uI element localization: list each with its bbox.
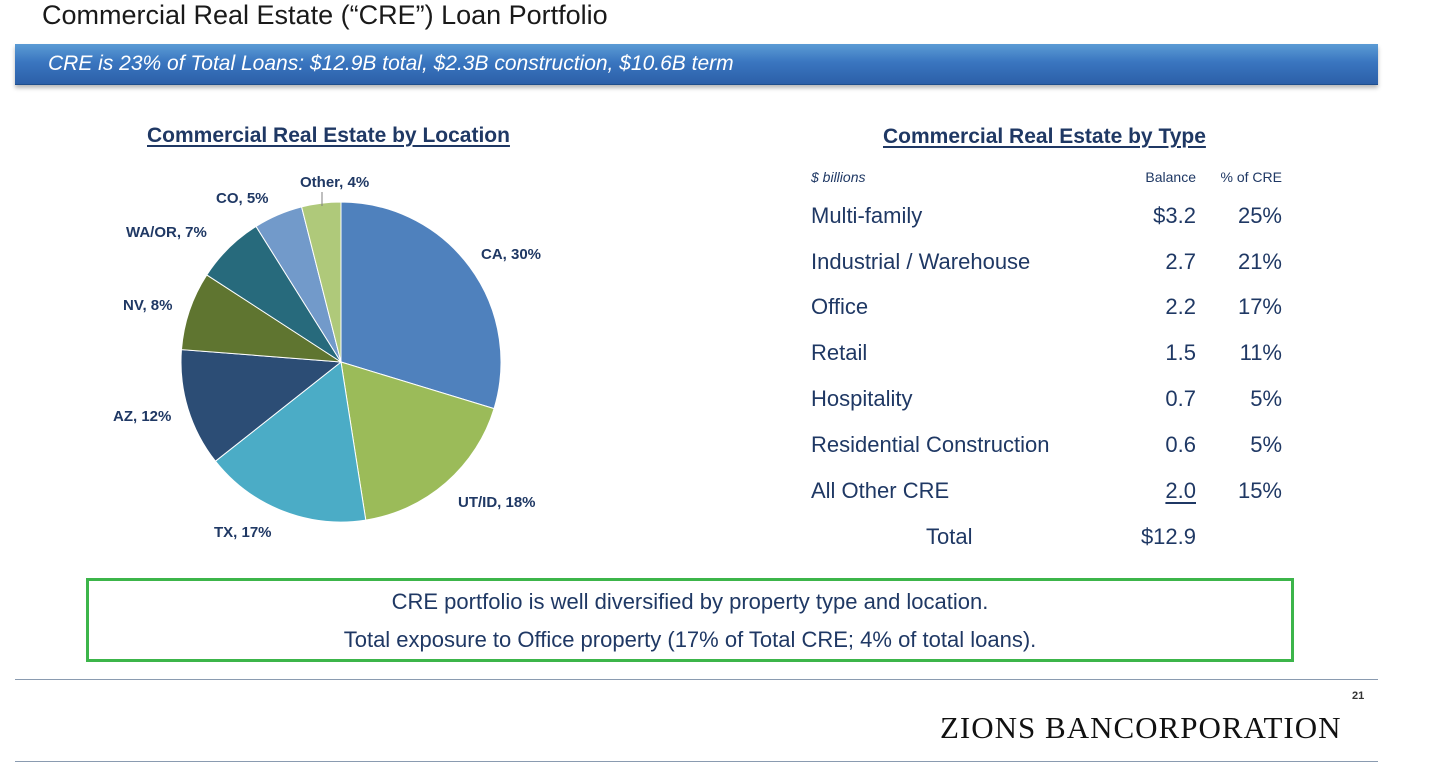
page-title: Commercial Real Estate (“CRE”) Loan Port… <box>42 0 608 30</box>
row-percent: 17% <box>1237 294 1282 319</box>
row-percent: 11% <box>1239 340 1282 365</box>
pie-slice-az <box>180 349 343 462</box>
callout-line-1: CRE portfolio is well diversified by pro… <box>391 589 989 614</box>
pie-slice-other <box>300 201 342 363</box>
callout-box: CRE portfolio is well diversified by pro… <box>86 578 1294 662</box>
column-header-balance: Balance <box>1145 169 1196 185</box>
row-percent: 5% <box>1250 432 1282 457</box>
table-title: Commercial Real Estate by Type <box>883 125 1206 148</box>
pie-chart-title: Commercial Real Estate by Location <box>147 124 510 147</box>
table-row: Office 2.2 17% <box>0 294 1440 324</box>
pie-label-other: Other, 4% <box>300 174 369 191</box>
table-row: Retail 1.5 11% <box>0 340 1440 370</box>
row-balance: 2.2 <box>1165 294 1196 319</box>
location-pie-chart: CA, 30% UT/ID, 18% TX, 17% AZ, 12% NV, 8% WA/… <box>113 174 541 541</box>
row-category: Office <box>811 294 869 319</box>
table-row: Hospitality 0.7 5% <box>0 386 1440 416</box>
table-total-row: Total $12.9 <box>0 524 1440 554</box>
table-row: Multi-family $3.2 25% <box>0 203 1440 233</box>
pie-label-nv: NV, 8% <box>123 297 172 314</box>
pie-label-ca: CA, 30% <box>481 246 541 263</box>
row-balance: $3.2 <box>1153 203 1196 228</box>
table-row: Residential Construction 0.6 5% <box>0 432 1440 462</box>
row-balance: 0.6 <box>1165 432 1196 457</box>
pie-label-wa-or: WA/OR, 7% <box>126 224 207 241</box>
table-row: All Other CRE 2.0 15% <box>0 478 1440 508</box>
row-balance: 2.0 <box>1165 478 1196 503</box>
row-percent: 21% <box>1237 249 1282 274</box>
table-unit-label: $ billions <box>811 169 866 185</box>
column-header-pct: % of CRE <box>1220 169 1282 185</box>
total-balance: $12.9 <box>1140 524 1196 549</box>
footer-divider-top <box>15 679 1378 680</box>
callout-line-2: Total exposure to Office property (17% o… <box>343 627 1037 652</box>
page-number: 21 <box>1352 690 1365 702</box>
row-balance: 0.7 <box>1165 386 1196 411</box>
table-row: Industrial / Warehouse 2.7 21% <box>0 249 1440 279</box>
row-percent: 15% <box>1237 478 1282 503</box>
pie-label-co: CO, 5% <box>216 190 269 207</box>
footer-divider-bottom <box>15 761 1378 762</box>
row-category: Industrial / Warehouse <box>811 249 1031 274</box>
summary-banner: CRE is 23% of Total Loans: $12.9B total,… <box>15 44 1378 85</box>
pie-label-az: AZ, 12% <box>113 408 171 425</box>
pie-slice-tx <box>214 361 367 523</box>
row-category: Hospitality <box>811 386 913 411</box>
pie-slice-ut-id <box>340 361 495 521</box>
row-category: Retail <box>811 340 868 365</box>
row-percent: 5% <box>1250 386 1282 411</box>
row-percent: 25% <box>1237 203 1282 228</box>
row-category: Residential Construction <box>811 432 1050 457</box>
row-balance: 1.5 <box>1165 340 1196 365</box>
row-balance: 2.7 <box>1165 249 1196 274</box>
pie-slice-ca <box>340 201 502 410</box>
pie-label-ut-id: UT/ID, 18% <box>458 494 536 511</box>
pie-label-tx: TX, 17% <box>214 524 272 541</box>
company-logo: ZIONS BANCORPORATION <box>940 710 1342 745</box>
total-label: Total <box>926 524 973 549</box>
row-category: Multi-family <box>811 203 923 228</box>
row-category: All Other CRE <box>811 478 950 503</box>
banner-text: CRE is 23% of Total Loans: $12.9B total,… <box>48 52 734 75</box>
